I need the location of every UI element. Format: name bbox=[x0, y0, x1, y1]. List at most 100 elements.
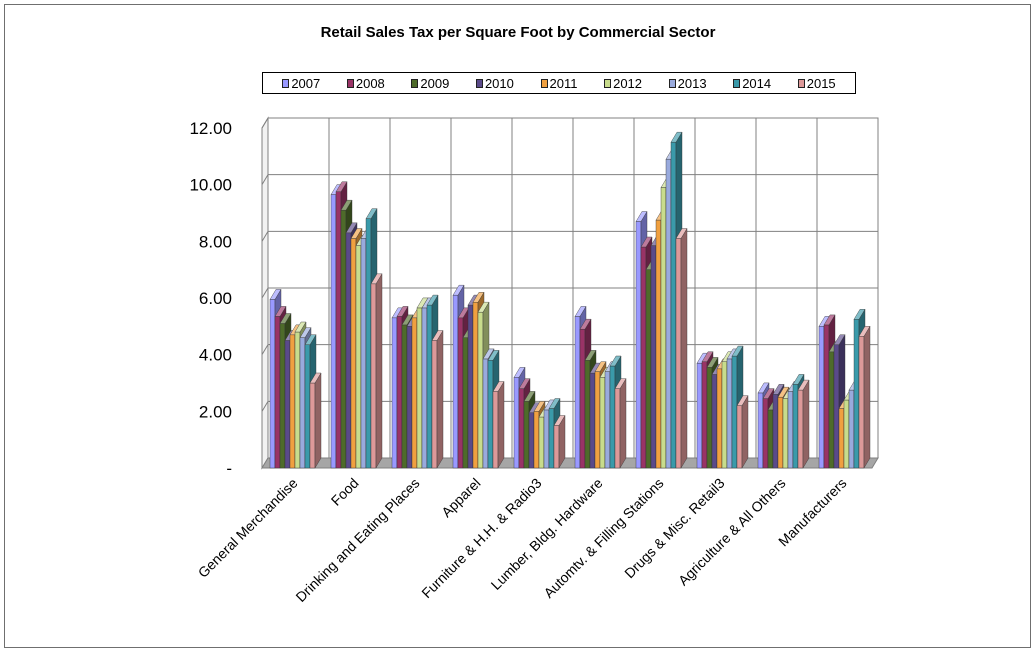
bar-front bbox=[548, 408, 555, 469]
legend-label: 2009 bbox=[420, 75, 450, 91]
bar-top bbox=[579, 318, 592, 330]
bar-top bbox=[492, 381, 505, 392]
bar-top bbox=[670, 131, 683, 143]
bar-front bbox=[762, 398, 769, 469]
bar bbox=[553, 414, 566, 469]
bar-front bbox=[355, 245, 362, 469]
x-tick-label: Agriculture & All Others bbox=[675, 475, 789, 589]
bar-side bbox=[802, 379, 810, 469]
bar-top bbox=[731, 345, 744, 357]
bar-front bbox=[640, 246, 647, 469]
bar-front bbox=[579, 328, 586, 469]
bar-top bbox=[548, 398, 561, 409]
bar-front bbox=[823, 324, 830, 469]
bar-top bbox=[757, 382, 770, 394]
bar-side bbox=[863, 325, 871, 469]
bar-top bbox=[472, 292, 485, 303]
y-tick-label: 8.00 bbox=[199, 232, 232, 251]
bar-top bbox=[797, 379, 810, 391]
bar-front bbox=[772, 394, 779, 469]
bar-front bbox=[340, 209, 347, 469]
bar-top bbox=[452, 284, 465, 296]
bar-front bbox=[767, 409, 774, 469]
bar-top bbox=[294, 321, 307, 333]
bar-top bbox=[640, 236, 653, 248]
legend-item: 2011 bbox=[540, 75, 578, 91]
bar bbox=[309, 372, 322, 469]
legend-label: 2013 bbox=[677, 75, 707, 91]
legend-label: 2010 bbox=[484, 75, 514, 91]
bar-top bbox=[299, 327, 312, 338]
bar-front bbox=[660, 187, 667, 469]
gridline-side bbox=[261, 117, 269, 129]
bar-top bbox=[553, 415, 566, 426]
bar-front bbox=[294, 331, 301, 469]
bar-front bbox=[396, 316, 403, 469]
bar-front bbox=[696, 362, 703, 469]
bar-top bbox=[269, 289, 282, 300]
bar-front bbox=[462, 337, 469, 469]
bar-front bbox=[553, 425, 560, 469]
legend-item: 2010 bbox=[475, 75, 514, 91]
chart-title: Retail Sales Tax per Square Foot by Comm… bbox=[320, 24, 716, 41]
x-tick-label: Apparel bbox=[438, 475, 483, 520]
bar-top bbox=[701, 351, 714, 362]
bar-front bbox=[833, 344, 840, 469]
bar-front bbox=[635, 221, 642, 469]
bar-top bbox=[533, 401, 546, 412]
bar-top bbox=[792, 374, 805, 385]
gridline-side bbox=[261, 174, 269, 185]
bar-front bbox=[757, 392, 764, 469]
bar-front bbox=[457, 317, 464, 469]
bar-side bbox=[741, 394, 749, 469]
bar-front bbox=[853, 319, 860, 469]
bar-front bbox=[645, 269, 652, 469]
bar-front bbox=[411, 317, 418, 469]
bar-side bbox=[314, 372, 322, 469]
bar-side bbox=[497, 380, 505, 469]
bar-top bbox=[584, 350, 597, 361]
gridline-side bbox=[261, 401, 269, 412]
bar-front bbox=[650, 245, 657, 469]
bar bbox=[797, 379, 810, 469]
gridline-side bbox=[261, 344, 269, 355]
bar-front bbox=[818, 326, 825, 469]
bar-front bbox=[655, 219, 662, 469]
bar-top bbox=[858, 326, 871, 337]
bar-front bbox=[589, 372, 596, 469]
y-tick-label: 12.00 bbox=[189, 119, 232, 138]
x-tick-label: Lumber, Bldg. Hardware bbox=[488, 475, 606, 593]
bar-front bbox=[345, 232, 352, 469]
bar-front bbox=[538, 416, 545, 469]
legend-swatch bbox=[604, 78, 612, 88]
x-tick-label: Food bbox=[328, 475, 362, 509]
bar-front bbox=[284, 340, 291, 469]
bar-front bbox=[304, 344, 311, 469]
y-tick-label: 6.00 bbox=[199, 289, 232, 308]
legend-swatch bbox=[346, 78, 354, 88]
legend-swatch bbox=[797, 78, 805, 88]
legend-label: 2015 bbox=[806, 75, 836, 91]
bar-top bbox=[401, 314, 414, 326]
bar-front bbox=[777, 396, 784, 469]
bar-front bbox=[614, 388, 621, 469]
bar-top bbox=[340, 199, 353, 211]
bar-top bbox=[772, 384, 785, 395]
bar-front bbox=[482, 358, 489, 469]
bar-top bbox=[477, 301, 490, 313]
bar-top bbox=[823, 314, 836, 326]
bar-top bbox=[523, 391, 536, 402]
bar-front bbox=[518, 388, 525, 469]
bar-front bbox=[604, 371, 611, 469]
bar-front bbox=[584, 360, 591, 469]
bar-front bbox=[609, 365, 616, 469]
bar bbox=[858, 325, 871, 469]
bar-front bbox=[487, 360, 494, 469]
x-tick-label: Drugs & Misc. Retail3 bbox=[621, 475, 728, 582]
bar-front bbox=[421, 307, 428, 469]
bar-top bbox=[279, 313, 292, 324]
bar-front bbox=[391, 317, 398, 469]
bar-front bbox=[330, 194, 337, 469]
legend-label: 2011 bbox=[549, 75, 578, 91]
bar-front bbox=[797, 389, 804, 469]
